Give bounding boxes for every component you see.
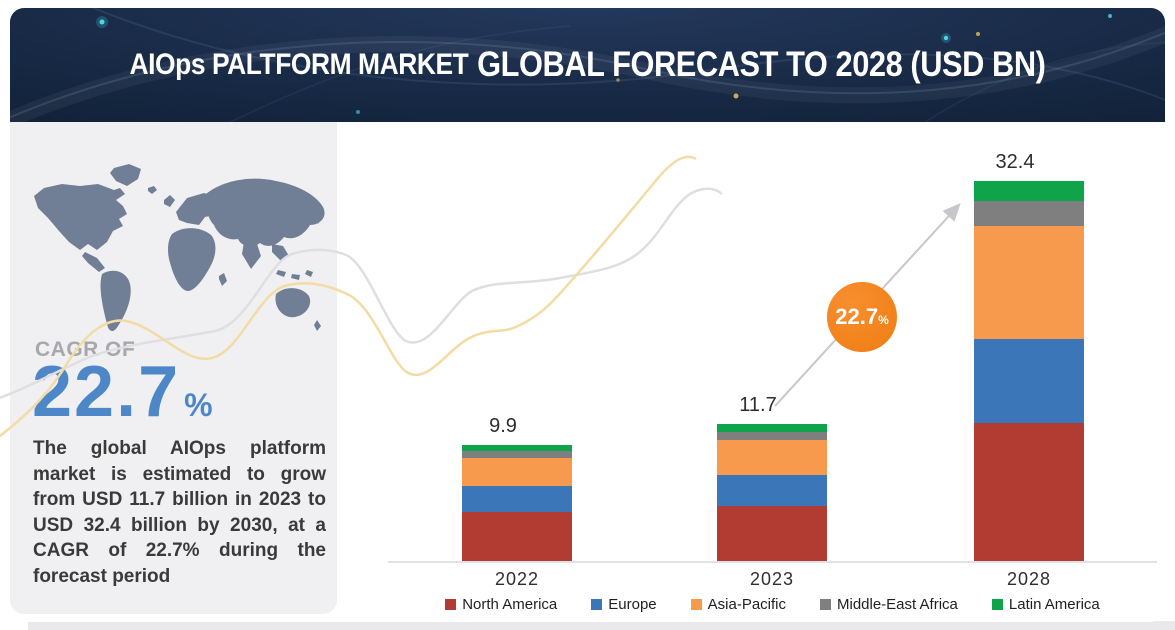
- bar-segment-europe: [717, 475, 827, 506]
- legend-swatch-middle-east-africa: [820, 599, 831, 610]
- legend-item-latin-america: Latin America: [991, 596, 1100, 613]
- page-title-forecast: GLOBAL FORECAST TO 2028 (USD BN): [477, 45, 1046, 84]
- summary-panel: CAGR OF 22.7 % The global AIOps platform…: [10, 122, 337, 614]
- legend-label-europe: Europe: [608, 596, 657, 613]
- legend-label-north-america: North America: [462, 596, 558, 613]
- bar-2023: [717, 423, 827, 561]
- bar-segment-north-america: [717, 505, 827, 561]
- legend-label-asia-pacific: Asia-Pacific: [707, 596, 786, 613]
- bar-total-label-2023: 11.7: [739, 393, 777, 416]
- bar-segment-latin-america: [462, 444, 572, 451]
- x-axis-label-2023: 2023: [749, 569, 795, 589]
- legend-swatch-latin-america: [991, 599, 1003, 610]
- legend-swatch-asia-pacific: [690, 599, 702, 610]
- bar-segment-north-america: [974, 422, 1084, 561]
- market-description: The global AIOps platform market is esti…: [33, 438, 326, 587]
- bar-segment-asia-pacific: [974, 225, 1084, 340]
- legend-swatch-north-america: [445, 599, 457, 610]
- page-title: AIOps PALTFORM MARKET GLOBAL FORECAST TO…: [79, 8, 1095, 122]
- bar-segment-middle-east-africa: [974, 200, 1084, 226]
- legend-label-middle-east-africa: Middle-East Africa: [837, 596, 958, 613]
- world-map: [28, 162, 328, 340]
- legend-item-europe: Europe: [591, 596, 657, 613]
- growth-rate-badge: 22.7 %: [827, 282, 897, 352]
- bar-total-label-2022: 9.9: [489, 414, 517, 437]
- bar-segment-middle-east-africa: [462, 450, 572, 458]
- bar-segment-latin-america: [717, 423, 827, 432]
- bar-2022: [462, 444, 572, 561]
- chart-legend: North America Europe Asia-Pacific Middle-Ea…: [388, 596, 1157, 613]
- bar-2028: [974, 180, 1084, 561]
- bar-segment-europe: [462, 485, 572, 512]
- cagr-number: 22.7: [32, 352, 181, 432]
- growth-rate-percent-sign: %: [878, 313, 889, 327]
- x-axis-label-2022: 2022: [494, 569, 540, 589]
- legend-label-latin-america: Latin America: [1008, 596, 1100, 613]
- x-axis-label-2028: 2028: [1006, 569, 1052, 589]
- world-map-graphic: [34, 164, 325, 332]
- bar-segment-middle-east-africa: [717, 431, 827, 441]
- bar-segment-latin-america: [974, 180, 1084, 201]
- bottom-strip: [28, 621, 1175, 630]
- cagr-value: 22.7 %: [32, 356, 213, 428]
- bar-segment-europe: [974, 339, 1084, 423]
- bar-segment-asia-pacific: [462, 457, 572, 486]
- bar-segment-north-america: [462, 511, 572, 561]
- bar-segment-asia-pacific: [717, 440, 827, 476]
- header-banner: AIOps PALTFORM MARKET GLOBAL FORECAST TO…: [10, 8, 1165, 122]
- x-axis-line: [388, 561, 1157, 563]
- growth-rate-value: 22.7: [835, 304, 879, 329]
- legend-item-north-america: North America: [445, 596, 557, 613]
- legend-item-asia-pacific: Asia-Pacific: [690, 596, 786, 613]
- cagr-percent-sign: %: [184, 387, 213, 423]
- legend-swatch-europe: [591, 599, 603, 610]
- bar-total-label-2028: 32.4: [995, 150, 1035, 173]
- page-title-market: AIOps PALTFORM MARKET: [129, 48, 469, 81]
- legend-item-middle-east-africa: Middle-East Africa: [820, 596, 958, 613]
- header-network-decoration: [10, 8, 1165, 122]
